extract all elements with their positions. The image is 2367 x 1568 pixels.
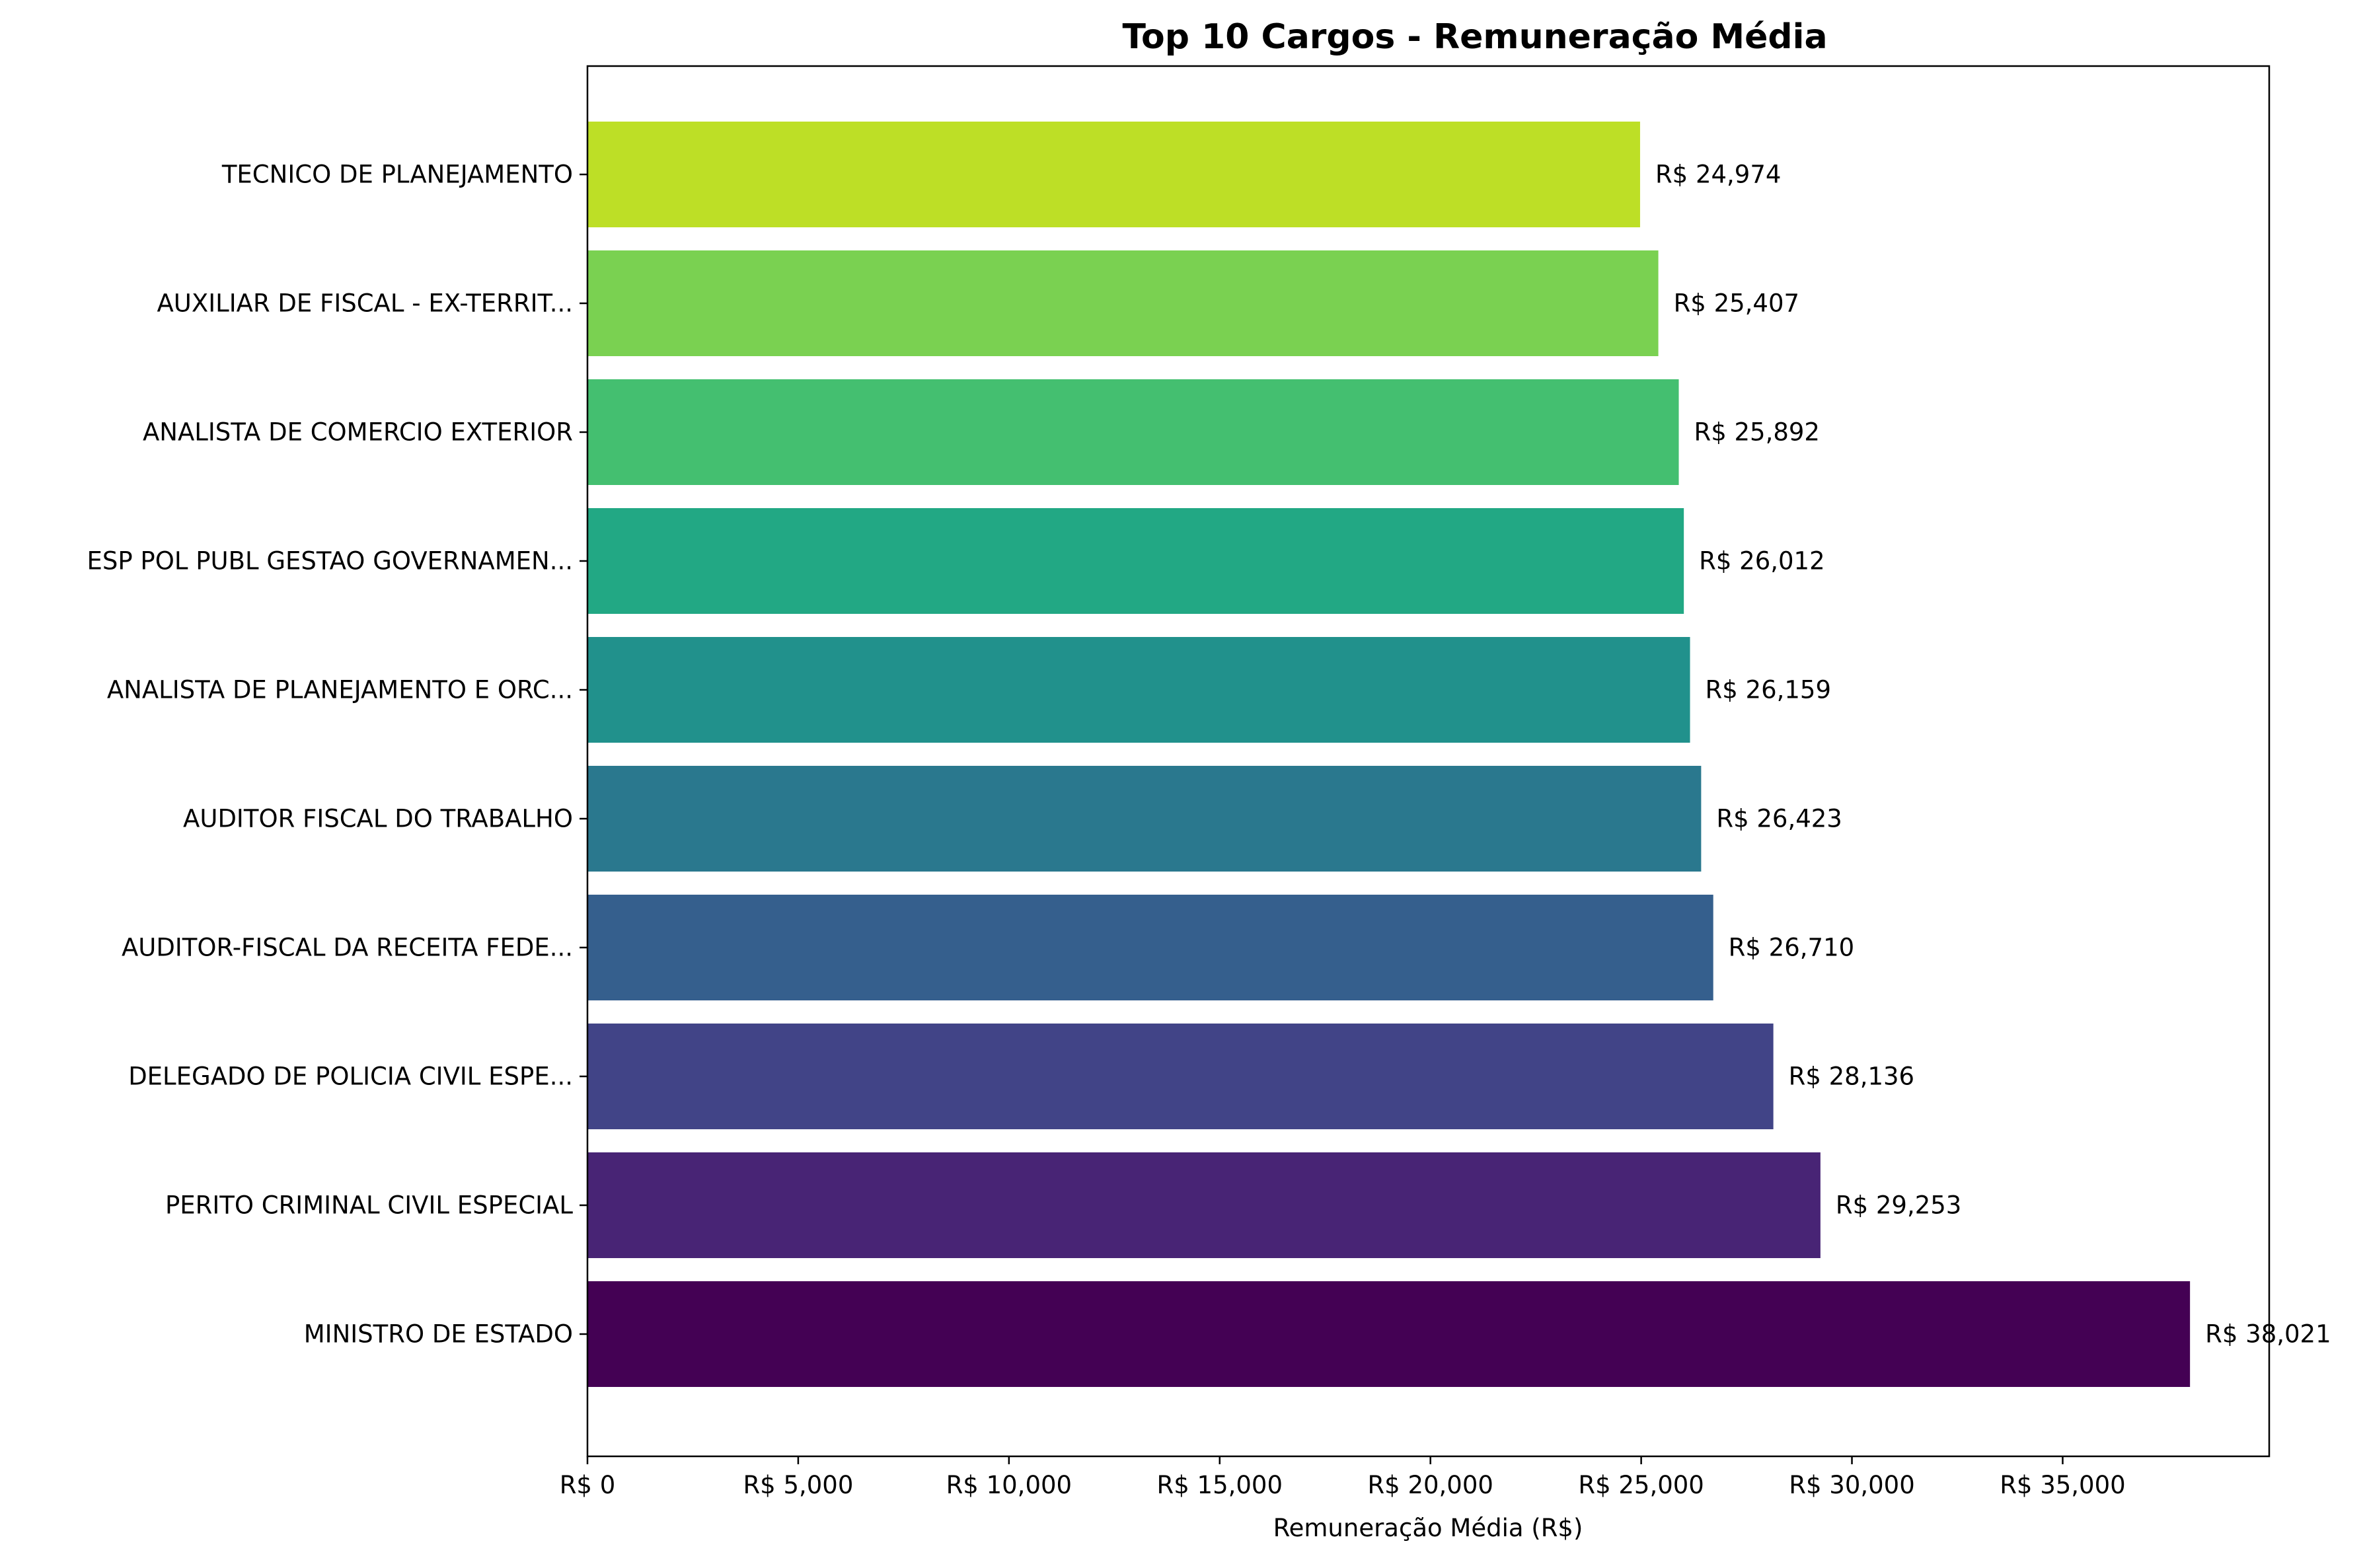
bar xyxy=(587,250,1659,356)
bar xyxy=(587,1152,1821,1258)
data-label: R$ 26,423 xyxy=(1716,805,1842,833)
category-label: AUDITOR FISCAL DO TRABALHO xyxy=(183,805,573,833)
x-tick-label: R$ 10,000 xyxy=(946,1471,1072,1499)
bar xyxy=(587,637,1690,743)
bars-group xyxy=(587,122,2191,1387)
category-label: AUDITOR-FISCAL DA RECEITA FEDE... xyxy=(122,934,573,962)
bar xyxy=(587,508,1684,614)
bar xyxy=(587,895,1713,1000)
data-label: R$ 26,012 xyxy=(1699,547,1824,576)
bar xyxy=(587,1281,2191,1387)
category-label: DELEGADO DE POLICIA CIVIL ESPE... xyxy=(128,1063,573,1091)
category-label: AUXILIAR DE FISCAL - EX-TERRIT... xyxy=(157,289,573,318)
data-label: R$ 25,892 xyxy=(1694,418,1820,447)
bar xyxy=(587,766,1702,872)
x-tick-label: R$ 20,000 xyxy=(1367,1471,1493,1499)
bar xyxy=(587,122,1640,227)
data-label: R$ 24,974 xyxy=(1655,161,1781,189)
bar xyxy=(587,1024,1774,1129)
x-tick-label: R$ 15,000 xyxy=(1157,1471,1283,1499)
data-label: R$ 38,021 xyxy=(2205,1320,2331,1349)
x-tick-label: R$ 0 xyxy=(560,1471,616,1499)
plot-frame xyxy=(586,65,2271,1458)
data-label: R$ 26,159 xyxy=(1706,676,1831,704)
x-axis-label: Remuneração Média (R$) xyxy=(1273,1514,1583,1542)
category-label: ANALISTA DE COMERCIO EXTERIOR xyxy=(143,418,573,447)
data-label: R$ 26,710 xyxy=(1729,934,1854,962)
chart-title: Top 10 Cargos - Remuneração Média xyxy=(1122,17,1827,57)
bar xyxy=(587,379,1679,485)
category-label: ESP POL PUBL GESTAO GOVERNAMEN... xyxy=(87,547,573,576)
data-label: R$ 28,136 xyxy=(1789,1063,1914,1091)
category-label: PERITO CRIMINAL CIVIL ESPECIAL xyxy=(165,1191,573,1220)
data-labels-group: R$ 38,021 R$ 29,253 R$ 28,136 R$ 26,710 R$ 2… xyxy=(1655,161,2331,1349)
x-ticks-group: R$ 0 R$ 5,000 R$ 10,000 R$ 15,000 R$ 20,000 R… xyxy=(560,1456,2126,1499)
category-label: MINISTRO DE ESTADO xyxy=(304,1320,573,1349)
x-tick-label: R$ 25,000 xyxy=(1578,1471,1704,1499)
x-tick-label: R$ 5,000 xyxy=(743,1471,853,1499)
data-label: R$ 25,407 xyxy=(1674,289,1799,318)
x-tick-label: R$ 30,000 xyxy=(1789,1471,1914,1499)
category-labels-group: MINISTRO DE ESTADO PERITO CRIMINAL CIVIL … xyxy=(87,161,587,1349)
category-label: ANALISTA DE PLANEJAMENTO E ORC... xyxy=(107,676,573,704)
category-label: TECNICO DE PLANEJAMENTO xyxy=(221,161,573,189)
x-tick-label: R$ 35,000 xyxy=(2000,1471,2125,1499)
data-label: R$ 29,253 xyxy=(1836,1191,1961,1220)
